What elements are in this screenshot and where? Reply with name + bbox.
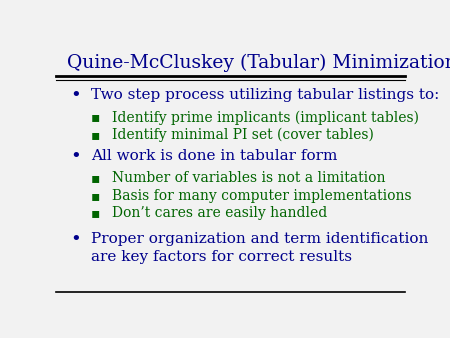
Text: Quine-McCluskey (Tabular) Minimization: Quine-McCluskey (Tabular) Minimization	[67, 53, 450, 72]
Text: •: •	[70, 86, 81, 104]
Text: are key factors for correct results: are key factors for correct results	[91, 250, 352, 264]
Text: Basis for many computer implementations: Basis for many computer implementations	[112, 189, 412, 203]
Text: ▪: ▪	[91, 110, 100, 124]
Text: Number of variables is not a limitation: Number of variables is not a limitation	[112, 171, 386, 186]
Text: •: •	[70, 147, 81, 165]
Text: Don’t cares are easily handled: Don’t cares are easily handled	[112, 207, 327, 220]
Text: ▪: ▪	[91, 171, 100, 186]
Text: Identify prime implicants (implicant tables): Identify prime implicants (implicant tab…	[112, 110, 419, 124]
Text: ▪: ▪	[91, 207, 100, 220]
Text: Proper organization and term identification: Proper organization and term identificat…	[91, 232, 428, 246]
Text: ▪: ▪	[91, 128, 100, 142]
Text: Two step process utilizing tabular listings to:: Two step process utilizing tabular listi…	[91, 88, 440, 102]
Text: Identify minimal PI set (cover tables): Identify minimal PI set (cover tables)	[112, 127, 374, 142]
Text: All work is done in tabular form: All work is done in tabular form	[91, 149, 338, 163]
Text: •: •	[70, 230, 81, 248]
Text: ▪: ▪	[91, 189, 100, 203]
